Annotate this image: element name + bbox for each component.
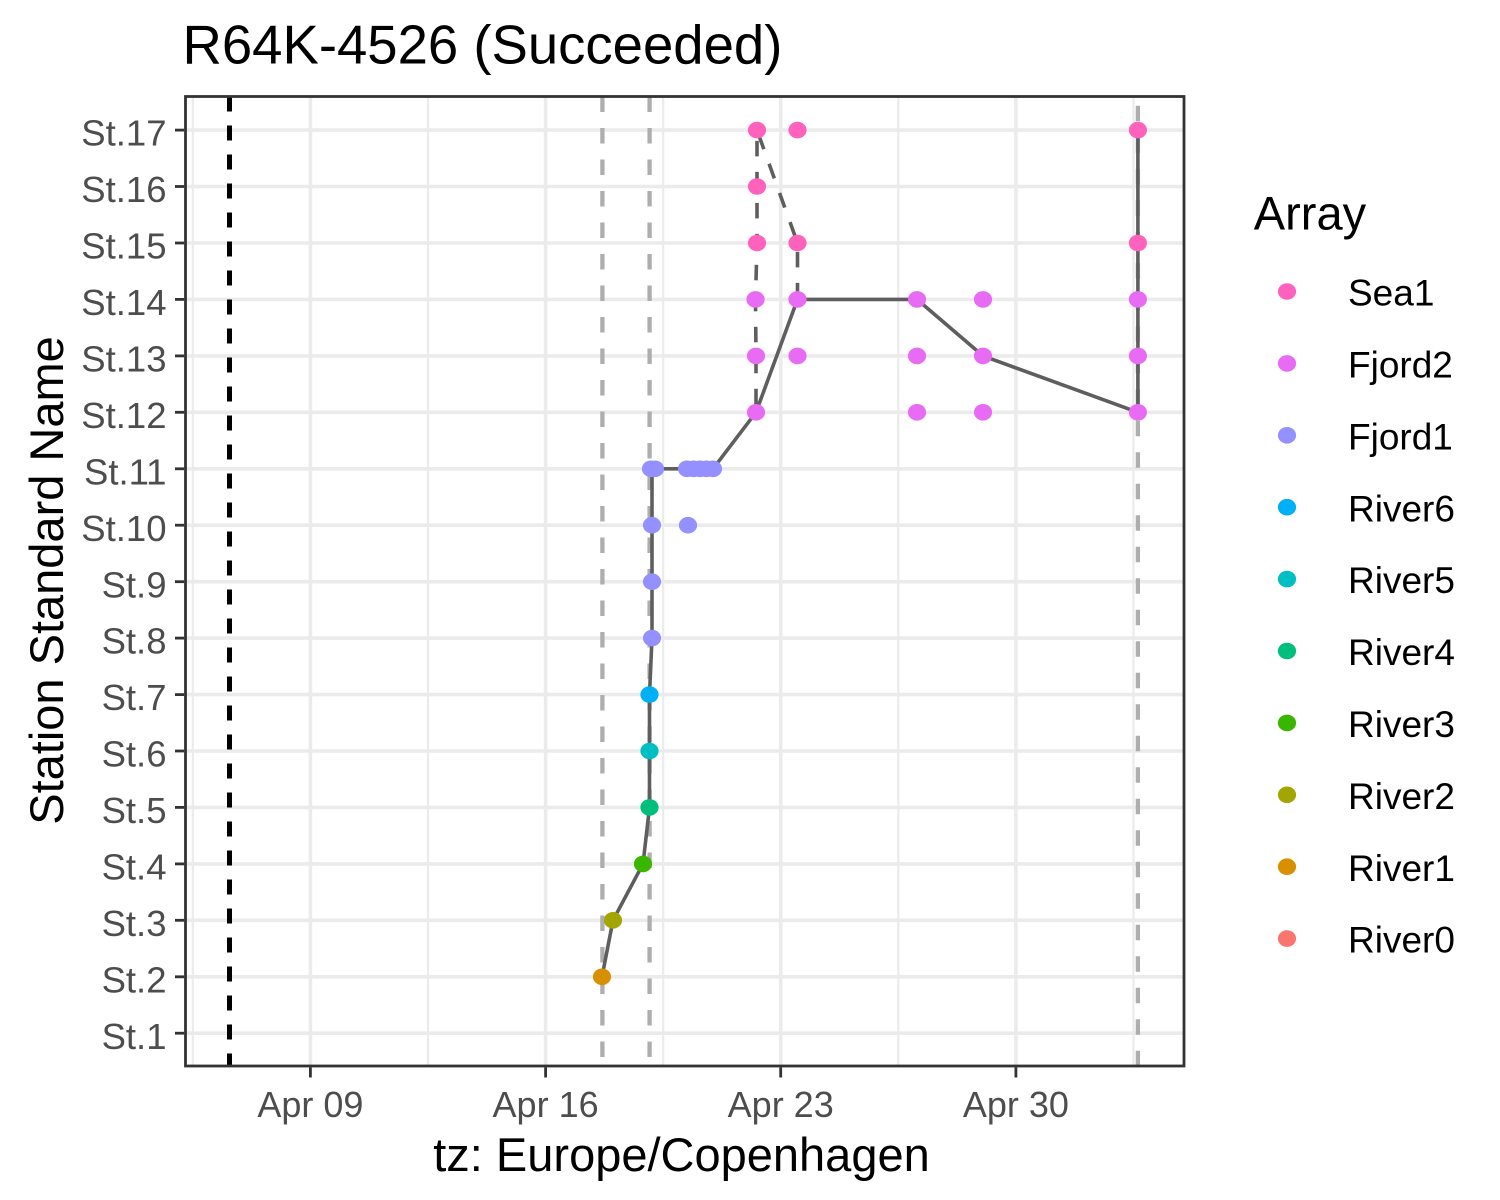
svg-text:tz: Europe/Copenhagen: tz: Europe/Copenhagen (433, 1128, 929, 1181)
svg-text:St.11: St.11 (84, 451, 167, 492)
svg-text:St.16: St.16 (81, 169, 166, 210)
svg-text:Apr 16: Apr 16 (493, 1084, 599, 1125)
svg-text:St.2: St.2 (102, 959, 167, 1000)
svg-text:River1: River1 (1348, 848, 1455, 889)
svg-text:St.8: St.8 (102, 621, 167, 662)
svg-text:St.14: St.14 (81, 282, 166, 323)
svg-text:Array: Array (1254, 187, 1367, 240)
svg-text:Fjord2: Fjord2 (1348, 344, 1453, 385)
svg-text:St.17: St.17 (81, 113, 166, 154)
svg-text:St.15: St.15 (81, 226, 166, 267)
svg-text:River6: River6 (1348, 488, 1455, 529)
svg-text:Apr 30: Apr 30 (963, 1084, 1069, 1125)
svg-text:St.6: St.6 (102, 734, 167, 775)
svg-text:St.1: St.1 (102, 1016, 167, 1057)
svg-text:St.13: St.13 (81, 338, 166, 379)
svg-text:River0: River0 (1348, 920, 1455, 961)
svg-text:St.7: St.7 (102, 677, 167, 718)
svg-text:St.4: St.4 (102, 846, 167, 887)
svg-text:St.5: St.5 (102, 790, 167, 831)
svg-text:St.9: St.9 (102, 564, 167, 605)
svg-text:Station Standard Name: Station Standard Name (20, 336, 73, 825)
svg-text:Fjord1: Fjord1 (1348, 416, 1453, 457)
svg-text:River5: River5 (1348, 560, 1455, 601)
svg-text:St.12: St.12 (81, 395, 166, 436)
svg-text:River2: River2 (1348, 776, 1455, 817)
svg-text:Apr 09: Apr 09 (257, 1084, 363, 1125)
svg-text:St.10: St.10 (81, 508, 166, 549)
svg-text:River4: River4 (1348, 632, 1455, 673)
svg-text:River3: River3 (1348, 704, 1455, 745)
svg-text:Sea1: Sea1 (1348, 273, 1434, 314)
svg-text:St.3: St.3 (102, 903, 167, 944)
svg-text:Apr 23: Apr 23 (728, 1084, 834, 1125)
svg-text:R64K-4526 (Succeeded): R64K-4526 (Succeeded) (183, 15, 783, 76)
